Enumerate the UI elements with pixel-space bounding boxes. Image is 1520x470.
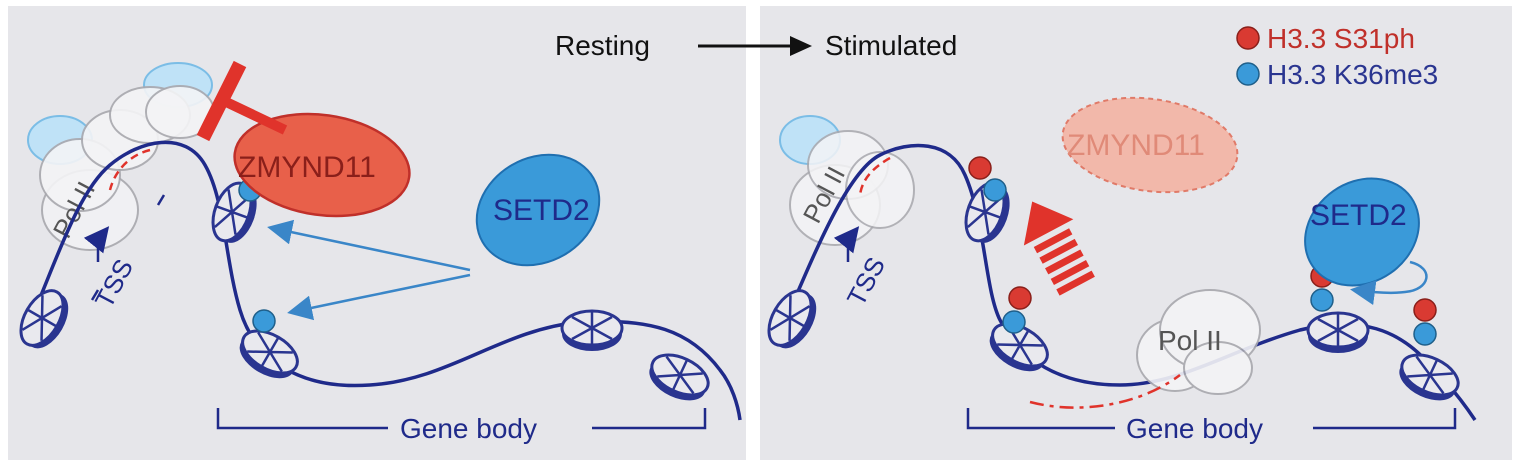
tss-bracket-left [90, 194, 166, 301]
gene-body-bracket-right [966, 408, 1457, 430]
setd2-left [475, 153, 601, 267]
pol2-complex-right-tss [779, 115, 915, 246]
k36me3-mark [1002, 310, 1026, 334]
nucleosome [1306, 311, 1370, 355]
k36me3-mark [1413, 322, 1437, 346]
s31ph-mark [1008, 286, 1032, 310]
legend-s31ph-label: H3.3 S31ph [1267, 23, 1415, 54]
zmynd11-label-left: ZMYND11 [238, 151, 376, 184]
nucleosome [560, 309, 624, 353]
k36me3-mark [983, 178, 1007, 202]
setd2-arrow-1 [267, 219, 471, 272]
inhibition-bar [196, 60, 247, 142]
s31ph-mark [968, 156, 992, 180]
gene-body-label-right: Gene body [1126, 413, 1263, 444]
pol2-complex-right-body [1136, 289, 1261, 395]
gene-body-bracket-left [216, 408, 707, 430]
zmynd11-left [233, 112, 411, 218]
s31ph-mark [1413, 298, 1437, 322]
transition-arrowhead [790, 36, 812, 56]
state-resting-label: Resting [555, 30, 650, 61]
tss-arrow-left [83, 226, 110, 262]
setd2-arrow-right [1350, 260, 1428, 306]
setd2-label-right: SETD2 [1310, 199, 1407, 232]
k36me3-mark [252, 309, 276, 333]
zmynd11-label-right: ZMYND11 [1067, 129, 1205, 162]
k36me3-mark [1310, 288, 1334, 312]
legend-k36me3-label: H3.3 K36me3 [1267, 59, 1438, 90]
legend-s31ph-dot [1236, 26, 1260, 50]
setd2-arrow-2 [287, 273, 471, 321]
zmynd11-right-evicted [1061, 96, 1239, 194]
legend-k36me3-dot [1236, 62, 1260, 86]
setd2-right [1304, 177, 1420, 287]
pol2-label-right-body: Pol II [1158, 325, 1222, 356]
pol2-complex-left [27, 62, 215, 251]
tss-arrow-right [833, 226, 860, 262]
state-stimulated-label: Stimulated [825, 30, 957, 61]
eviction-arrow [1023, 201, 1095, 296]
gene-body-label-left: Gene body [400, 413, 537, 444]
setd2-label-left: SETD2 [493, 194, 590, 227]
nascent-rna-left [108, 148, 151, 191]
nascent-rna-right-tss [858, 156, 891, 196]
inhibition-line [219, 95, 288, 135]
